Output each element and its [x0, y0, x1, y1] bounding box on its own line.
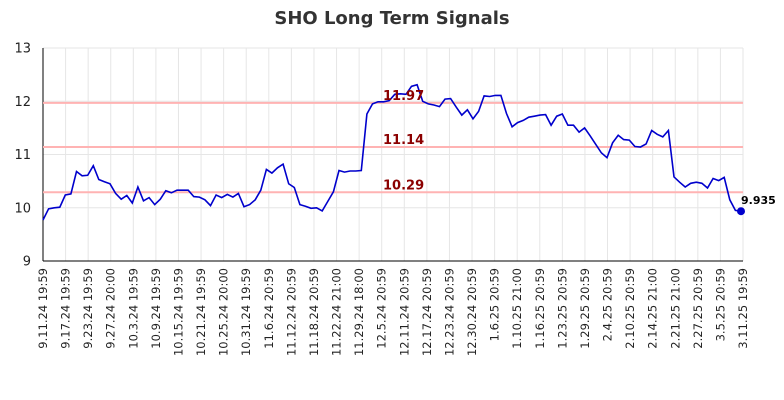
price-line — [42, 83, 742, 221]
x-tick-label: 9.11.24 19:59 — [36, 268, 50, 349]
x-tick-label: 11.12.24 20:59 — [284, 268, 298, 356]
y-tick-label: 11 — [14, 148, 31, 163]
chart-title: SHO Long Term Signals — [274, 8, 510, 29]
x-tick-label: 2.21.25 21:00 — [668, 268, 682, 349]
x-tick-label: 3.11.25 19:59 — [736, 268, 750, 349]
x-tick-label: 12.23.24 20:59 — [442, 268, 456, 356]
y-tick-label: 13 — [14, 42, 31, 57]
x-tick-label: 1.29.25 20:59 — [578, 268, 592, 349]
x-tick-label: 9.17.24 19:59 — [59, 268, 73, 349]
x-tick-label: 1.16.25 20:59 — [533, 268, 547, 349]
signal-label: 10.29 — [383, 178, 424, 193]
y-tick-label: 10 — [14, 201, 31, 216]
x-tick-label: 2.14.25 21:00 — [646, 268, 660, 349]
x-tick-label: 11.18.24 20:59 — [307, 268, 321, 356]
x-tick-label: 10.3.24 19:59 — [126, 268, 140, 349]
x-tick-label: 10.15.24 19:59 — [171, 268, 185, 356]
signal-label: 11.14 — [383, 133, 424, 148]
x-tick-label: 2.10.25 20:59 — [623, 268, 637, 349]
x-tick-label: 12.11.24 20:59 — [397, 268, 411, 356]
y-tick-label: 12 — [14, 95, 31, 110]
last-value-label: 9.935 — [741, 194, 776, 207]
x-tick-label: 1.10.25 21:00 — [510, 268, 524, 349]
x-tick-label: 2.27.25 20:59 — [691, 268, 705, 349]
x-tick-label: 1.23.25 20:59 — [555, 268, 569, 349]
x-tick-label: 10.25.24 20:00 — [217, 268, 231, 356]
y-tick-label: 9 — [23, 255, 31, 270]
x-tick-label: 9.27.24 20:00 — [104, 268, 118, 349]
x-tick-label: 9.23.24 19:59 — [81, 268, 95, 349]
x-tick-label: 11.22.24 21:00 — [330, 268, 344, 356]
x-tick-label: 10.21.24 19:59 — [194, 268, 208, 356]
x-tick-label: 2.4.25 20:59 — [601, 268, 615, 341]
x-tick-label: 11.6.24 20:59 — [262, 268, 276, 349]
x-tick-label: 10.31.24 19:59 — [239, 268, 253, 356]
x-tick-label: 12.30.24 20:59 — [465, 268, 479, 356]
x-tick-label: 12.17.24 20:59 — [420, 268, 434, 356]
x-tick-label: 12.5.24 20:59 — [375, 268, 389, 349]
x-tick-label: 1.6.25 20:59 — [488, 268, 502, 341]
x-tick-label: 3.5.25 20:59 — [713, 268, 727, 341]
last-point-marker — [737, 207, 745, 216]
signal-label: 11.97 — [383, 89, 424, 104]
x-tick-label: 11.29.24 18:00 — [352, 268, 366, 356]
x-tick-label: 10.9.24 19:59 — [149, 268, 163, 349]
